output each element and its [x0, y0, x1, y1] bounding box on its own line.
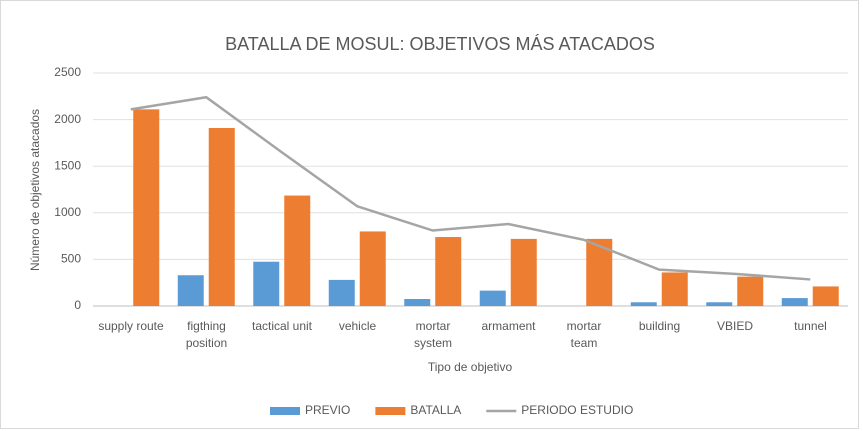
- y-axis-label: Número de objetivos atacados: [28, 109, 42, 271]
- bar: [812, 286, 839, 306]
- legend-swatch: [375, 407, 406, 415]
- bar: [133, 109, 160, 307]
- y-tick-label: 1000: [54, 205, 81, 219]
- x-tick-label: building: [638, 319, 681, 333]
- bar: [359, 231, 386, 306]
- line: [130, 95, 811, 281]
- bar: [661, 272, 688, 306]
- x-tick-label: tactical unit: [251, 319, 313, 333]
- bar: [706, 302, 733, 306]
- bar: [208, 127, 235, 306]
- bar: [284, 195, 311, 306]
- chart-title: BATALLA DE MOSUL: OBJETIVOS MÁS ATACADOS: [225, 34, 655, 54]
- bar: [630, 302, 657, 306]
- x-tick-label: figthing position: [185, 319, 228, 350]
- y-tick-label: 1500: [54, 158, 81, 172]
- y-tick-label: 0: [74, 298, 81, 312]
- bar: [435, 237, 462, 306]
- y-tick-label: 2500: [54, 65, 81, 79]
- y-tick-label: 500: [61, 252, 81, 266]
- x-tick-label: vehicle: [338, 319, 377, 333]
- bar: [781, 298, 808, 306]
- bar: [177, 275, 204, 306]
- bar: [510, 238, 537, 306]
- bar: [253, 261, 280, 306]
- x-tick-label: mortar system: [413, 319, 452, 350]
- x-tick-label: supply route: [98, 319, 164, 333]
- x-tick-label: VBIED: [716, 319, 753, 333]
- bar: [479, 290, 506, 306]
- legend-label: PREVIO: [305, 403, 350, 417]
- x-axis-label: Tipo de objetivo: [428, 360, 513, 374]
- bar: [328, 279, 355, 306]
- x-tick-label: mortar team: [566, 319, 602, 350]
- y-tick-label: 2000: [54, 112, 81, 126]
- bar: [404, 299, 431, 306]
- legend-label: PERIODO ESTUDIO: [521, 403, 633, 417]
- bar: [737, 276, 764, 306]
- legend-swatch: [270, 407, 300, 415]
- legend-label: BATALLA: [410, 403, 461, 417]
- x-tick-label: tunnel: [794, 319, 827, 333]
- x-tick-label: armament: [481, 319, 536, 333]
